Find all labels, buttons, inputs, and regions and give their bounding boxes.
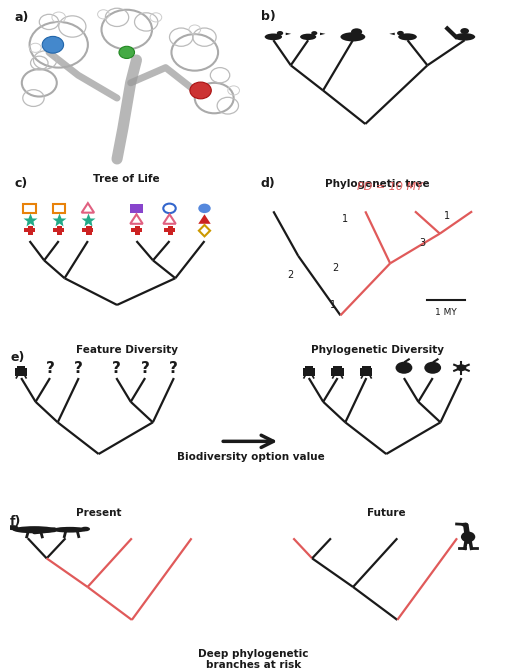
Ellipse shape xyxy=(461,531,475,542)
Bar xyxy=(333,366,342,368)
Text: d): d) xyxy=(261,177,276,190)
Text: 2: 2 xyxy=(333,263,339,273)
Text: e): e) xyxy=(10,351,24,364)
Circle shape xyxy=(395,362,412,374)
Text: ?: ? xyxy=(140,361,150,376)
Ellipse shape xyxy=(341,32,365,42)
Bar xyxy=(15,369,27,376)
Text: 1: 1 xyxy=(444,211,450,221)
Ellipse shape xyxy=(311,31,317,36)
Circle shape xyxy=(457,364,466,371)
Text: 1: 1 xyxy=(342,214,348,224)
Text: Deep phylogenetic
branches at risk: Deep phylogenetic branches at risk xyxy=(198,649,309,670)
Bar xyxy=(17,366,25,368)
Text: Future: Future xyxy=(367,508,406,518)
Text: 1 MY: 1 MY xyxy=(435,308,457,317)
Text: Present: Present xyxy=(76,508,121,518)
Circle shape xyxy=(42,36,63,53)
Ellipse shape xyxy=(277,31,283,36)
Bar xyxy=(362,366,371,368)
Text: Feature Diversity: Feature Diversity xyxy=(76,345,178,355)
Bar xyxy=(360,369,373,376)
Ellipse shape xyxy=(454,33,475,41)
Text: ?: ? xyxy=(112,361,121,376)
Text: ?: ? xyxy=(169,361,178,376)
Bar xyxy=(168,226,173,234)
Circle shape xyxy=(190,82,211,99)
Bar xyxy=(130,204,142,213)
Text: Phylogenetic Diversity: Phylogenetic Diversity xyxy=(311,345,444,355)
Ellipse shape xyxy=(461,523,468,527)
Ellipse shape xyxy=(81,527,90,531)
Text: PD = 10 MY: PD = 10 MY xyxy=(357,182,423,192)
Text: b): b) xyxy=(261,10,276,23)
Polygon shape xyxy=(389,33,395,35)
Text: ?: ? xyxy=(46,361,54,376)
Ellipse shape xyxy=(460,28,469,34)
Bar xyxy=(53,204,65,213)
Ellipse shape xyxy=(265,34,282,40)
Polygon shape xyxy=(320,33,325,35)
Text: c): c) xyxy=(14,177,27,190)
Bar xyxy=(57,226,62,234)
Text: f): f) xyxy=(10,515,21,529)
Ellipse shape xyxy=(52,527,88,533)
Polygon shape xyxy=(53,527,66,531)
Text: 2: 2 xyxy=(287,270,294,280)
Bar xyxy=(83,228,93,232)
Ellipse shape xyxy=(351,28,362,36)
Polygon shape xyxy=(198,214,211,224)
Bar xyxy=(86,226,92,234)
Bar xyxy=(332,369,344,376)
Text: Tree of Life: Tree of Life xyxy=(93,174,160,184)
Bar xyxy=(131,228,142,232)
Bar xyxy=(24,228,35,232)
Ellipse shape xyxy=(397,31,404,36)
Text: Biodiversity option value: Biodiversity option value xyxy=(177,452,325,462)
Circle shape xyxy=(119,46,134,58)
Text: Phylogenetic tree: Phylogenetic tree xyxy=(325,179,430,189)
Bar xyxy=(164,228,175,232)
Circle shape xyxy=(198,204,211,213)
Bar xyxy=(305,366,313,368)
Bar xyxy=(134,226,140,234)
Circle shape xyxy=(424,362,441,374)
Text: 3: 3 xyxy=(419,237,425,247)
Ellipse shape xyxy=(300,34,316,40)
Bar xyxy=(303,369,315,376)
Text: a): a) xyxy=(14,11,28,24)
Ellipse shape xyxy=(12,526,57,533)
Bar xyxy=(28,226,33,234)
Polygon shape xyxy=(286,33,291,35)
Bar xyxy=(53,228,64,232)
Text: ?: ? xyxy=(75,361,83,376)
Ellipse shape xyxy=(398,34,417,40)
Ellipse shape xyxy=(6,525,18,530)
Text: 1: 1 xyxy=(330,300,336,310)
Bar xyxy=(23,204,36,213)
